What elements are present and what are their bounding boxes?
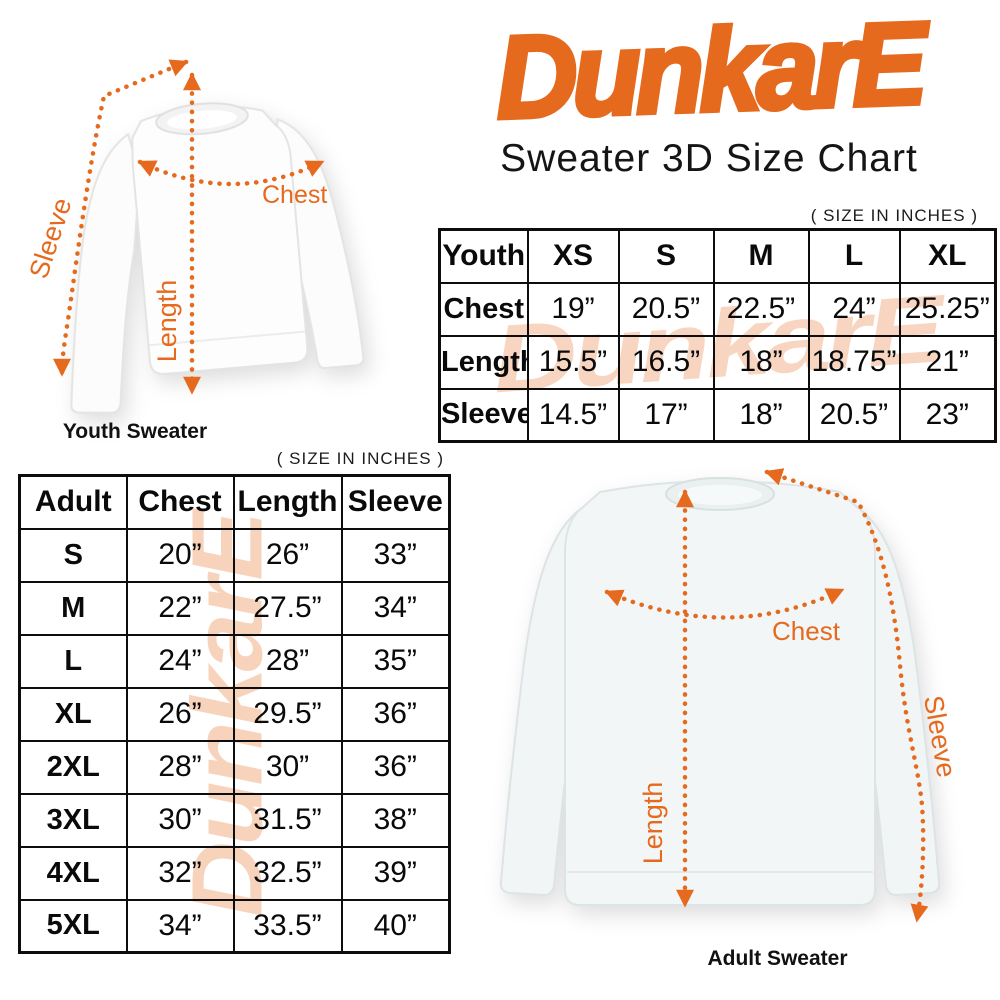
adult-length-label: Length [638,782,668,865]
size-value: 15.5” [526,334,620,390]
size-value: 28” [232,633,343,689]
row-label: Sleeve [438,387,529,443]
youth-sweater-graphic [70,102,365,414]
adult-size-note: ( SIZE IN INCHES ) [276,449,444,468]
table-row: Length15.5”16.5”18”18.75”21” [438,334,997,390]
row-label: 4XL [18,845,128,901]
youth-size-table: Youth XS S M L XL Chest 19” 20.5” 22.5” 24” 25.25” L… [438,228,997,443]
size-value: 38” [340,792,451,848]
size-value: 32.5” [232,845,343,901]
table-row: 4XL 32” 32.5” 39” [18,845,451,901]
row-label: L [18,633,128,689]
size-value: 20” [125,527,235,583]
size-value: 21” [898,334,997,390]
brand-header: DunkarE Sweater 3D Size Chart [426,0,992,180]
size-value: 40” [340,898,451,954]
size-value: 18” [712,334,810,390]
row-label: Length [438,334,529,390]
youth-sleeve-label: Sleeve [23,194,77,282]
table-row: Chest 19” 20.5” 22.5” 24” 25.25” [438,281,997,337]
size-value: 23” [898,387,997,443]
table-row: 3XL 30” 31.5” 38” [18,792,451,848]
header-row: Adult Chest Length Sleeve [18,474,451,530]
column-header: Youth [438,228,529,284]
size-value: 30” [232,739,343,795]
size-value: 27.5” [232,580,343,636]
size-value: 32” [125,845,235,901]
size-value: 36” [340,739,451,795]
row-label: 3XL [18,792,128,848]
size-value: 39” [340,845,451,901]
size-value: 30” [125,792,235,848]
size-value: 26” [125,686,235,742]
youth-chest-measure-line [137,159,325,187]
size-value: 28” [125,739,235,795]
size-value: 19” [526,281,620,337]
size-value: 31.5” [232,792,343,848]
size-value: 14.5” [526,387,620,443]
size-value: 26” [232,527,343,583]
youth-sweater-diagram: Sleeve Length Chest [23,59,365,414]
adult-figure-caption: Adult Sweater [707,947,848,970]
column-header: Length [232,474,343,530]
column-header: Adult [18,474,128,530]
page-title: Sweater 3D Size Chart [500,137,918,180]
youth-length-label: Length [152,280,182,363]
column-header: Sleeve [340,474,451,530]
brand-logo: DunkarE [491,0,926,145]
size-value: 33” [340,527,451,583]
adult-size-table: Adult Chest Length Sleeve S 20” 26” 33” M 22” 27.5… [18,474,451,954]
youth-figure-caption: Youth Sweater [62,420,208,443]
row-label: M [18,580,128,636]
header-row: Youth XS S M L XL [438,228,997,284]
size-value: 24” [125,633,235,689]
size-value: 36” [340,686,451,742]
table-row: 5XL 34” 33.5” 40” [18,898,451,954]
size-value: 35” [340,633,451,689]
table-row: Sleeve 14.5” 17” 18” 20.5” 23” [438,387,997,443]
row-label: XL [18,686,128,742]
size-value: 33.5” [232,898,343,954]
column-header: L [807,228,901,284]
size-value: 34” [125,898,235,954]
adult-chest-label: Chest [772,616,841,646]
size-value: 22.5” [712,281,810,337]
youth-sweater-figure: Sleeve Length Chest [0,40,430,440]
size-value: 24” [807,281,901,337]
adult-sleeve-measure-line [764,468,929,923]
size-value: 16.5” [617,334,715,390]
row-label: Chest [438,281,529,337]
column-header: XL [898,228,997,284]
row-label: 5XL [18,898,128,954]
size-value: 22” [125,580,235,636]
table-row: M 22” 27.5” 34” [18,580,451,636]
table-row: S 20” 26” 33” [18,527,451,583]
column-header: M [712,228,810,284]
size-value: 18” [712,387,810,443]
row-label: 2XL [18,739,128,795]
size-value: 34” [340,580,451,636]
adult-sweater-graphic [499,477,941,906]
adult-chest-measure-line [604,587,845,620]
size-value: 17” [617,387,715,443]
adult-sweater-diagram: Sleeve Length Chest [499,468,962,923]
column-header: Chest [125,474,235,530]
size-value: 29.5” [232,686,343,742]
youth-size-note: ( SIZE IN INCHES ) [810,206,978,225]
column-header: XS [526,228,620,284]
column-header: S [617,228,715,284]
table-row: XL 26” 29.5” 36” [18,686,451,742]
youth-chest-label: Chest [262,181,327,209]
size-value: 25.25” [898,281,997,337]
row-label: S [18,527,128,583]
table-row: L 24” 28” 35” [18,633,451,689]
size-value: 20.5” [617,281,715,337]
youth-sleeve-measure-line [53,59,189,377]
size-value: 20.5” [807,387,901,443]
size-value: 18.75” [807,334,901,390]
adult-sweater-figure: Sleeve Length Chest [470,450,1000,970]
table-row: 2XL 28” 30” 36” [18,739,451,795]
